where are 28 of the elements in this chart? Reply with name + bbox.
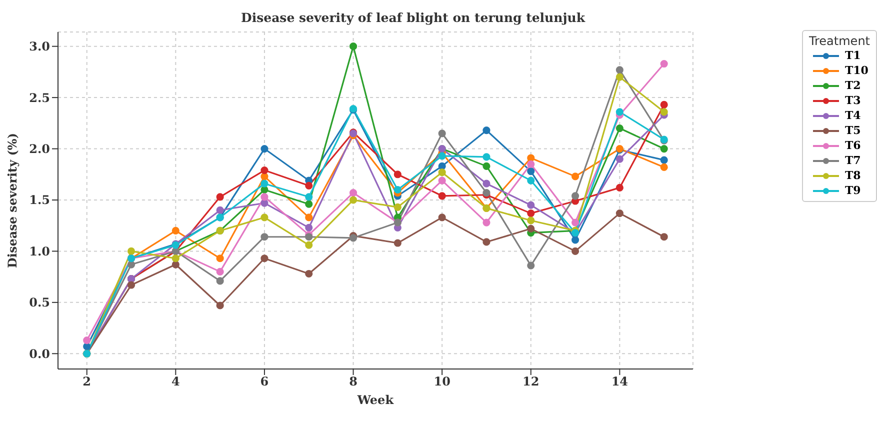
legend-label: T8 xyxy=(844,169,861,182)
legend-label: T1 xyxy=(844,49,861,62)
legend-label: T4 xyxy=(844,109,861,122)
y-tick-label: 2.5 xyxy=(29,90,50,105)
y-tick-label: 1.5 xyxy=(29,193,50,208)
x-tick-label: 6 xyxy=(260,374,269,389)
y-tick-label: 2.0 xyxy=(29,142,50,156)
y-tick-label: 0.5 xyxy=(29,296,50,310)
x-tick-label: 10 xyxy=(434,374,450,389)
x-tick-label: 4 xyxy=(171,374,180,389)
x-tick-label: 12 xyxy=(522,374,540,389)
legend-label: T6 xyxy=(844,139,861,152)
legend-label: T7 xyxy=(844,154,861,167)
legend-label: T10 xyxy=(844,64,868,77)
chart-title: Disease severity of leaf blight on terung telunjuk xyxy=(240,10,586,25)
legend-label: T3 xyxy=(844,94,861,107)
y-axis-title: Disease severity (%) xyxy=(5,132,20,268)
x-axis-title: Week xyxy=(356,393,394,407)
legend-label: T5 xyxy=(844,124,861,137)
legend-label: T9 xyxy=(844,184,861,197)
legend-label: T2 xyxy=(844,79,861,92)
legend-title: Treatment xyxy=(808,34,870,48)
y-tick-label: 1.0 xyxy=(29,244,50,258)
x-tick-label: 2 xyxy=(82,374,92,389)
x-tick-label: 14 xyxy=(611,374,628,389)
y-tick-label: 3.0 xyxy=(29,40,50,54)
y-tick-label: 0.0 xyxy=(29,346,50,361)
x-tick-label: 8 xyxy=(349,374,358,389)
